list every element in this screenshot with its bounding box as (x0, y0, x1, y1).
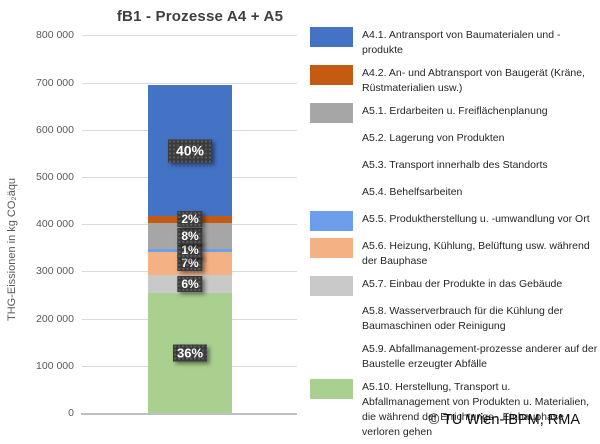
legend-item: A5.8. Wasserverbrauch für die Kühlung de… (310, 303, 598, 334)
legend-swatch (310, 130, 353, 150)
y-tick-label: 500 000 (36, 171, 74, 183)
legend-label: A5.7. Einbau der Produkte in das Gebäude (362, 278, 563, 290)
legend-item: A5.3. Transport innerhalb des Standorts (310, 157, 598, 177)
y-axis-title: THG-Eissionen in kg CO₂äqu (6, 177, 18, 321)
segment-percent-label: 40% (167, 139, 213, 163)
y-tick-label: 400 000 (36, 218, 74, 231)
legend-item: A4.2. An- und Abtransport von Baugerät (… (310, 65, 598, 96)
legend-item: A5.2. Lagerung von Produkten (310, 130, 598, 150)
legend-item: A5.10. Herstellung, Transport u. Abfallm… (310, 379, 598, 440)
segment-percent-label: 2% (177, 211, 203, 228)
chart-title: fB1 - Prozesse A4 + A5 (116, 8, 284, 25)
legend-swatch (310, 103, 353, 123)
legend-label: A5.3. Transport innerhalb des Standorts (362, 159, 548, 171)
legend-item: A5.6. Heizung, Kühlung, Belüftung usw. w… (310, 238, 598, 269)
legend-swatch (310, 65, 353, 85)
segment-percent-label: 7% (177, 255, 203, 272)
gridline (82, 82, 297, 84)
copyright-text: © TU Wien-IBPM, RMA (428, 412, 580, 428)
legend-item: A5.1. Erdarbeiten u. Freiflächenplanung (310, 103, 598, 123)
y-tick-label: 200 000 (36, 312, 74, 325)
segment-percent-label: 1% (177, 242, 203, 259)
legend-label: A5.6. Heizung, Kühlung, Belüftung usw. w… (362, 240, 590, 267)
y-tick-label: 0 (68, 407, 74, 419)
legend-label: A5.10. Herstellung, Transport u. Abfallm… (362, 381, 590, 438)
segment-percent-label: 36% (172, 344, 208, 362)
segment-percent-label: 8% (177, 227, 203, 244)
legend-swatch (310, 379, 353, 399)
legend-swatch (310, 276, 353, 296)
segment-percent-label: 6% (177, 276, 203, 293)
legend: A4.1. Antransport von Baumaterialen und … (310, 27, 598, 440)
legend-item: A5.9. Abfallmanagement-prozesse anderer … (310, 341, 598, 372)
y-tick-label: 100 000 (36, 359, 74, 372)
legend-swatch (310, 238, 353, 258)
legend-swatch (310, 184, 353, 204)
legend-swatch (310, 157, 353, 177)
legend-item: A4.1. Antransport von Baumaterialen und … (310, 27, 598, 58)
legend-label: A5.5. Produktherstellung u. -umwandlung … (362, 213, 590, 225)
legend-swatch (310, 211, 353, 231)
legend-label: A5.9. Abfallmanagement-prozesse anderer … (362, 343, 598, 370)
y-tick-label: 800 000 (36, 29, 74, 42)
legend-item: A5.4. Behelfsarbeiten (310, 184, 598, 204)
legend-label: A4.2. An- und Abtransport von Baugerät (… (362, 67, 585, 94)
legend-item: A5.7. Einbau der Produkte in das Gebäude (310, 276, 598, 296)
legend-label: A5.2. Lagerung von Produkten (362, 132, 505, 144)
legend-label: A5.4. Behelfsarbeiten (362, 186, 463, 198)
x-axis-line (81, 413, 297, 415)
legend-swatch (310, 341, 353, 361)
y-tick-label: 700 000 (36, 76, 74, 89)
legend-label: A5.1. Erdarbeiten u. Freiflächenplanung (362, 105, 548, 117)
legend-swatch (310, 303, 353, 323)
y-tick-label: 600 000 (36, 123, 74, 136)
legend-swatch (310, 27, 353, 47)
legend-item: A5.5. Produktherstellung u. -umwandlung … (310, 211, 598, 231)
y-tick-label: 300 000 (36, 265, 74, 278)
gridline (82, 35, 297, 37)
legend-label: A4.1. Antransport von Baumaterialen und … (362, 29, 561, 56)
legend-label: A5.8. Wasserverbrauch für die Kühlung de… (362, 305, 563, 332)
plot-area: 0 100 000 200 000 300 000 400 000 500 000 600 … (36, 29, 297, 419)
